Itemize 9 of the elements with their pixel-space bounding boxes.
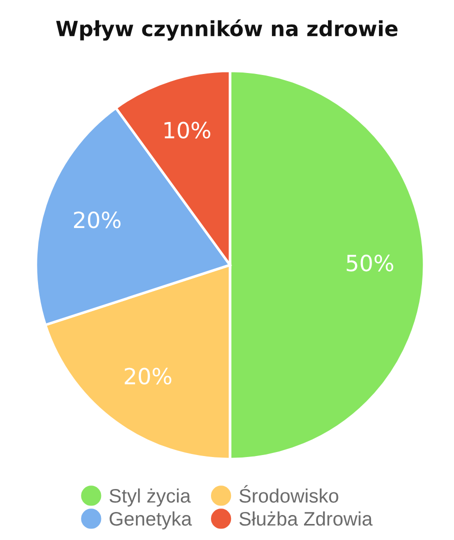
data-label: 10% xyxy=(164,122,210,139)
data-label: 20% xyxy=(124,368,172,385)
data-label: 20% xyxy=(74,211,121,228)
chart-title: Wpływ czynników na zdrowie xyxy=(56,19,398,41)
data-label: 50% xyxy=(346,254,394,272)
legend-label: Środowisko xyxy=(239,485,338,503)
legend-label: Genetyka xyxy=(110,511,192,530)
legend-label: Styl życia xyxy=(110,488,191,507)
legend-label: Służba Zdrowia xyxy=(239,511,373,526)
